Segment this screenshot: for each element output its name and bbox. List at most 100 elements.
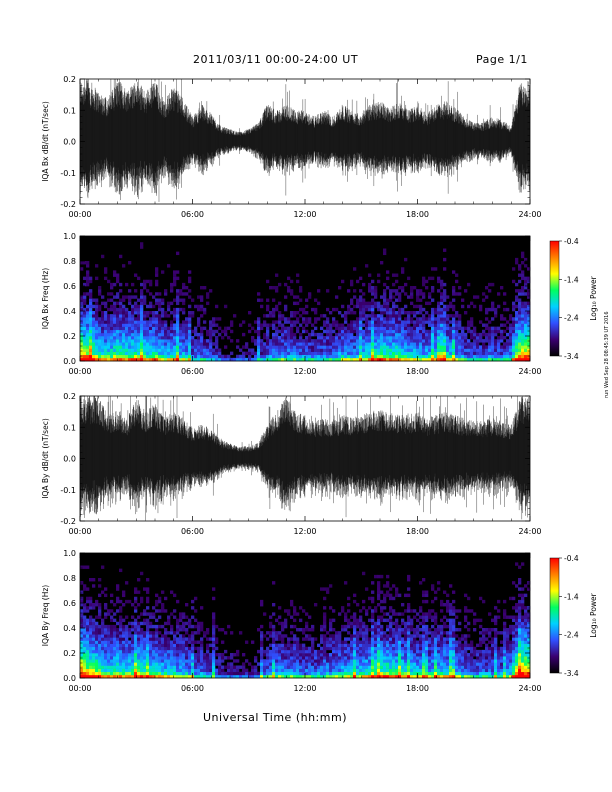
spectrogram-cell (101, 339, 105, 343)
spectrogram-cell (326, 643, 330, 648)
spectrogram-cell (191, 668, 195, 673)
spectrogram-cell (179, 351, 183, 356)
spectrogram-cell (107, 631, 111, 635)
spectrogram-cell (452, 348, 456, 352)
spectrogram-cell (452, 336, 456, 340)
spectrogram-cell (200, 637, 204, 641)
spectrogram-cell (188, 270, 192, 274)
spectrogram-cell (140, 304, 144, 309)
spectrogram-cell (392, 656, 396, 660)
spectrogram-cell (317, 674, 321, 679)
spectrogram-cell (392, 329, 396, 334)
spectrogram-cell (113, 659, 117, 663)
spectrogram-cell (452, 289, 456, 293)
spectrogram-cell (119, 339, 123, 343)
spectrogram-cell (278, 621, 282, 626)
spectrogram-cell (260, 339, 264, 343)
spectrogram-cell (152, 646, 156, 651)
spectrogram-cell (134, 621, 138, 626)
spectrogram-cell (89, 671, 93, 676)
spectrogram-cell (98, 649, 102, 654)
spectrogram-cell (80, 304, 84, 309)
spectrogram-cell (137, 590, 141, 594)
spectrogram-cell (236, 653, 240, 657)
spectrogram-cell (524, 314, 528, 318)
spectrogram-cell (278, 631, 282, 635)
spectrogram-cell (335, 339, 339, 343)
spectrogram-cell (164, 659, 168, 663)
spectrogram-cell (152, 643, 156, 648)
spectrogram-cell (206, 646, 210, 651)
spectrogram-cell (422, 345, 426, 349)
spectrogram-cell (302, 326, 306, 331)
spectrogram-cell (407, 354, 411, 359)
spectrogram-cell (380, 311, 384, 315)
spectrogram-cell (125, 326, 129, 331)
spectrogram-cell (104, 662, 108, 666)
spectrogram-cell (209, 662, 213, 666)
spectrogram-cell (80, 323, 84, 327)
spectrogram-cell (299, 643, 303, 648)
spectrogram-cell (329, 671, 333, 676)
spectrogram-cell (443, 326, 447, 331)
spectrogram-cell (143, 342, 147, 346)
spectrogram-cell (146, 329, 150, 334)
spectrogram-cell (203, 320, 207, 324)
spectrogram-cell (323, 354, 327, 359)
spectrogram-cell (326, 307, 330, 312)
spectrogram-cell (194, 631, 198, 635)
spectrogram-cell (203, 326, 207, 331)
spectrogram-cell (284, 329, 288, 334)
spectrogram-cell (455, 323, 459, 327)
spectrogram-cell (434, 339, 438, 343)
spectrogram-cell (158, 643, 162, 648)
spectrogram-cell (170, 624, 174, 629)
spectrogram-cell (212, 631, 216, 635)
spectrogram-cell (308, 345, 312, 349)
spectrogram-cell (194, 671, 198, 676)
spectrogram-cell (92, 314, 96, 318)
spectrogram-cell (206, 351, 210, 356)
y-tick-label: 0.6 (63, 282, 76, 291)
spectrogram-cell (413, 659, 417, 663)
spectrogram-cell (281, 323, 285, 327)
spectrogram-cell (110, 298, 114, 302)
spectrogram-cell (89, 342, 93, 346)
spectrogram-cell (254, 665, 258, 669)
spectrogram-cell (398, 314, 402, 318)
spectrogram-cell (374, 351, 378, 356)
spectrogram-cell (377, 317, 381, 321)
spectrogram-cell (89, 339, 93, 343)
spectrogram-cell (179, 637, 183, 641)
spectrogram-cell (179, 671, 183, 676)
spectrogram-cell (485, 311, 489, 315)
spectrogram-cell (482, 339, 486, 343)
spectrogram-cell (443, 354, 447, 359)
spectrogram-cell (392, 323, 396, 327)
spectrogram-cell (116, 662, 120, 666)
spectrogram-cell (80, 295, 84, 299)
spectrogram-cell (512, 339, 516, 343)
spectrogram-cell (455, 339, 459, 343)
spectrogram-cell (272, 286, 276, 290)
spectrogram-cell (410, 624, 414, 629)
spectrogram-cell (86, 339, 90, 343)
spectrogram-cell (347, 674, 351, 679)
spectrogram-cell (320, 668, 324, 673)
spectrogram-cell (167, 342, 171, 346)
spectrogram-cell (464, 336, 468, 340)
spectrogram-cell (86, 640, 90, 644)
spectrogram-cell (188, 634, 192, 638)
spectrogram-cell (128, 621, 132, 626)
spectrogram-cell (281, 314, 285, 318)
spectrogram-cell (398, 612, 402, 616)
spectrogram-cell (380, 631, 384, 635)
spectrogram-cell (440, 662, 444, 666)
spectrogram-cell (275, 345, 279, 349)
spectrogram-cell (134, 323, 138, 327)
spectrogram-cell (176, 640, 180, 644)
spectrogram-cell (161, 603, 165, 607)
spectrogram-cell (476, 357, 480, 362)
spectrogram-cell (512, 342, 516, 346)
spectrogram-cell (431, 298, 435, 302)
